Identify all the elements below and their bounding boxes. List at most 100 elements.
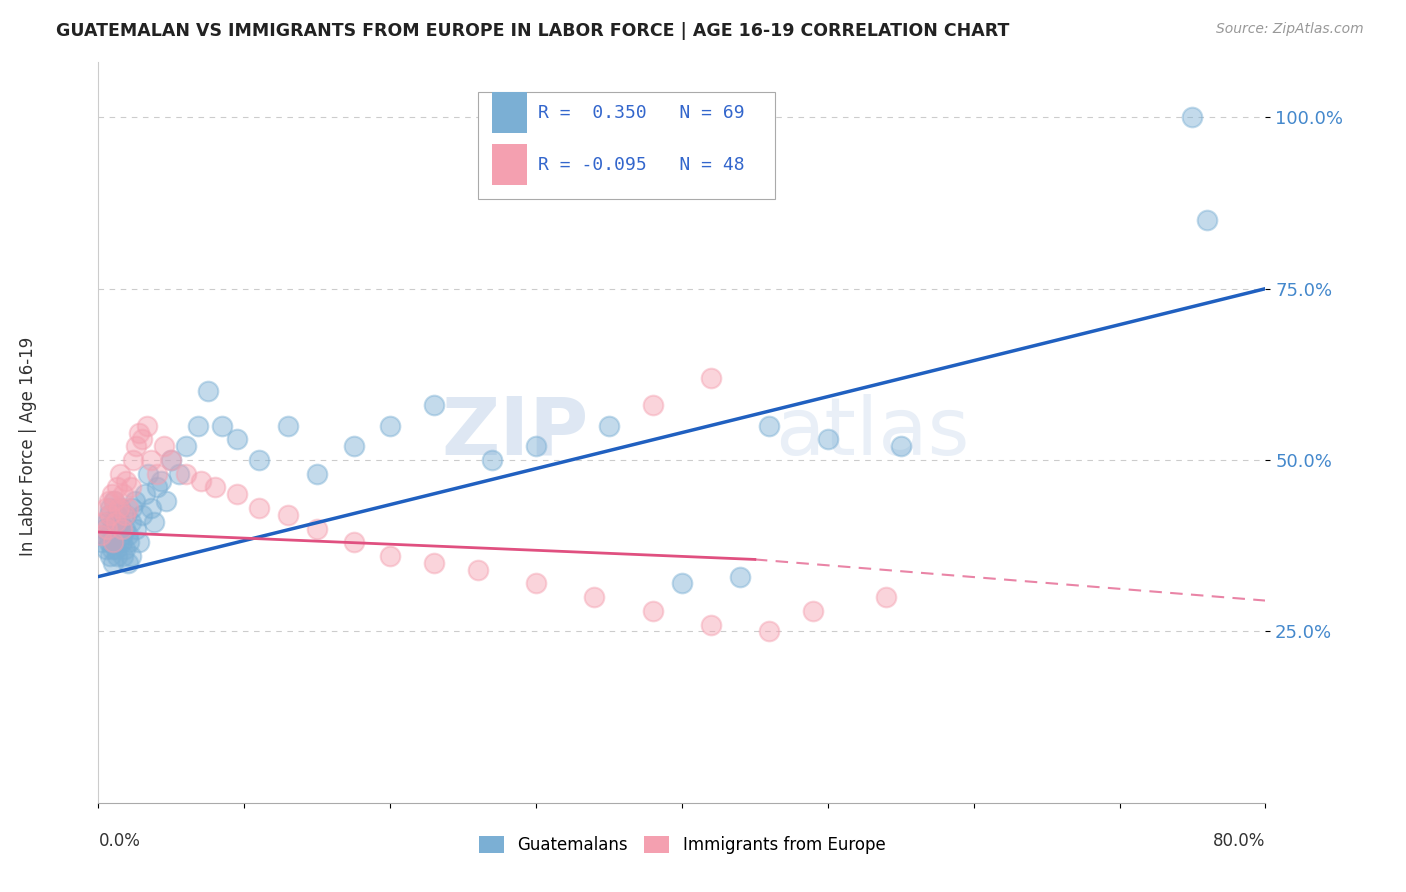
Point xyxy=(94,542,117,557)
Point xyxy=(117,528,139,542)
Point xyxy=(101,556,124,570)
Point xyxy=(104,542,127,557)
Point xyxy=(100,487,122,501)
Point xyxy=(105,480,128,494)
Point xyxy=(110,515,132,529)
Point xyxy=(101,515,124,529)
Point xyxy=(98,501,121,516)
Point xyxy=(211,418,233,433)
Point xyxy=(160,453,183,467)
Point xyxy=(700,371,723,385)
Text: ZIP: ZIP xyxy=(441,393,589,472)
Point xyxy=(730,569,752,583)
Point xyxy=(111,522,134,536)
Point xyxy=(700,617,723,632)
Point xyxy=(117,501,139,516)
Point xyxy=(136,467,159,481)
Point xyxy=(111,535,134,549)
Point xyxy=(120,515,142,529)
Point xyxy=(117,556,139,570)
Point xyxy=(115,474,138,488)
Point xyxy=(380,549,402,563)
Point xyxy=(247,501,270,516)
Point xyxy=(1181,110,1204,124)
Point xyxy=(90,528,112,542)
Text: In Labor Force | Age 16-19: In Labor Force | Age 16-19 xyxy=(20,336,37,556)
Point xyxy=(277,508,299,522)
Point xyxy=(125,439,148,453)
Text: R =  0.350   N = 69: R = 0.350 N = 69 xyxy=(538,103,745,122)
Point xyxy=(1195,213,1218,227)
Point xyxy=(139,453,162,467)
Point xyxy=(153,439,176,453)
Point xyxy=(875,590,897,604)
Point xyxy=(142,515,165,529)
Point xyxy=(101,535,124,549)
Point xyxy=(524,576,547,591)
Point xyxy=(131,508,153,522)
Point xyxy=(110,501,132,516)
Point xyxy=(307,467,329,481)
Point xyxy=(146,467,169,481)
Point xyxy=(97,494,120,508)
Point xyxy=(114,522,136,536)
Point xyxy=(91,528,114,542)
Point xyxy=(598,418,620,433)
Text: GUATEMALAN VS IMMIGRANTS FROM EUROPE IN LABOR FORCE | AGE 16-19 CORRELATION CHAR: GUATEMALAN VS IMMIGRANTS FROM EUROPE IN … xyxy=(56,22,1010,40)
Point xyxy=(187,418,209,433)
Point xyxy=(226,487,249,501)
Point xyxy=(103,494,125,508)
Point xyxy=(204,480,226,494)
Point xyxy=(111,528,134,542)
Text: 0.0%: 0.0% xyxy=(98,832,141,850)
Point xyxy=(174,467,197,481)
Point xyxy=(890,439,912,453)
Point xyxy=(671,576,693,591)
Point xyxy=(150,474,173,488)
Point xyxy=(93,522,115,536)
Text: atlas: atlas xyxy=(775,393,970,472)
Point xyxy=(120,549,142,563)
Point xyxy=(641,398,664,412)
Point xyxy=(98,508,121,522)
Point xyxy=(103,494,125,508)
Point xyxy=(100,542,122,557)
Point xyxy=(94,501,117,516)
Point xyxy=(97,508,120,522)
Point xyxy=(343,535,366,549)
Point xyxy=(247,453,270,467)
Point xyxy=(758,418,780,433)
Point xyxy=(93,515,115,529)
Point xyxy=(758,624,780,639)
Point xyxy=(108,535,131,549)
Point xyxy=(121,501,143,516)
Point xyxy=(524,439,547,453)
FancyBboxPatch shape xyxy=(478,92,775,200)
Point xyxy=(167,467,190,481)
Point xyxy=(128,535,150,549)
Point xyxy=(155,494,177,508)
Point xyxy=(97,535,120,549)
Point xyxy=(104,522,127,536)
Point xyxy=(139,501,162,516)
Point xyxy=(146,480,169,494)
Point xyxy=(105,549,128,563)
Legend: Guatemalans, Immigrants from Europe: Guatemalans, Immigrants from Europe xyxy=(472,830,891,861)
Point xyxy=(110,467,132,481)
Point xyxy=(104,515,127,529)
Point xyxy=(174,439,197,453)
Point xyxy=(190,474,212,488)
Text: R = -0.095   N = 48: R = -0.095 N = 48 xyxy=(538,155,745,174)
Point xyxy=(423,398,446,412)
Point xyxy=(101,535,124,549)
Point xyxy=(135,418,157,433)
Point xyxy=(128,425,150,440)
Text: Source: ZipAtlas.com: Source: ZipAtlas.com xyxy=(1216,22,1364,37)
Point xyxy=(96,522,118,536)
Point xyxy=(423,556,446,570)
Point xyxy=(160,453,183,467)
Point xyxy=(481,453,503,467)
Point xyxy=(801,604,824,618)
Point xyxy=(641,604,664,618)
Point xyxy=(277,418,299,433)
